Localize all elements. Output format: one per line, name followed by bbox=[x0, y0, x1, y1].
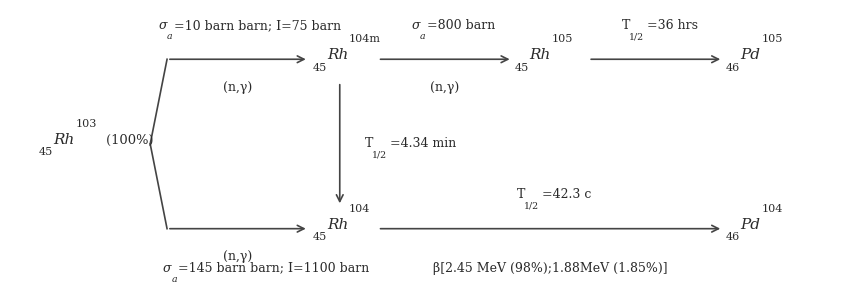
Text: Rh: Rh bbox=[327, 48, 349, 62]
Text: 1/2: 1/2 bbox=[371, 151, 387, 160]
Text: (n,γ): (n,γ) bbox=[223, 251, 253, 264]
Text: T: T bbox=[365, 137, 373, 150]
Text: 1/2: 1/2 bbox=[628, 32, 644, 41]
Text: =4.34 min: =4.34 min bbox=[390, 137, 456, 150]
Text: (n,γ): (n,γ) bbox=[431, 81, 460, 94]
Text: 104: 104 bbox=[762, 204, 784, 214]
Text: σ: σ bbox=[411, 19, 420, 32]
Text: Pd: Pd bbox=[740, 48, 760, 62]
Text: a: a bbox=[171, 275, 177, 284]
Text: 105: 105 bbox=[551, 34, 572, 44]
Text: (n,γ): (n,γ) bbox=[223, 81, 253, 94]
Text: =145 barn barn; I=1100 barn: =145 barn barn; I=1100 barn bbox=[178, 262, 369, 275]
Text: 45: 45 bbox=[39, 147, 53, 157]
Text: =10 barn barn; I=75 barn: =10 barn barn; I=75 barn bbox=[174, 19, 341, 32]
Text: 45: 45 bbox=[313, 232, 327, 242]
Text: 104m: 104m bbox=[349, 34, 381, 44]
Text: (100%): (100%) bbox=[103, 134, 153, 147]
Text: Rh: Rh bbox=[327, 218, 349, 232]
Text: 45: 45 bbox=[515, 62, 529, 73]
Text: =800 barn: =800 barn bbox=[427, 19, 494, 32]
Text: Pd: Pd bbox=[740, 218, 760, 232]
Text: 105: 105 bbox=[762, 34, 784, 44]
Text: 46: 46 bbox=[726, 232, 740, 242]
Text: 45: 45 bbox=[313, 62, 327, 73]
Text: T: T bbox=[622, 19, 630, 32]
Text: 103: 103 bbox=[75, 119, 97, 129]
Text: Rh: Rh bbox=[53, 133, 75, 147]
Text: =36 hrs: =36 hrs bbox=[647, 19, 698, 32]
Text: 46: 46 bbox=[726, 62, 740, 73]
Text: =42.3 c: =42.3 c bbox=[542, 188, 591, 201]
Text: 104: 104 bbox=[349, 204, 371, 214]
Text: T: T bbox=[516, 188, 525, 201]
Text: β[2.45 MeV (98%);1.88MeV (1.85%)]: β[2.45 MeV (98%);1.88MeV (1.85%)] bbox=[433, 262, 667, 275]
Text: a: a bbox=[420, 32, 426, 41]
Text: 1/2: 1/2 bbox=[523, 202, 538, 211]
Text: Rh: Rh bbox=[529, 48, 550, 62]
Text: a: a bbox=[167, 32, 173, 41]
Text: σ: σ bbox=[163, 262, 171, 275]
Text: σ: σ bbox=[159, 19, 167, 32]
